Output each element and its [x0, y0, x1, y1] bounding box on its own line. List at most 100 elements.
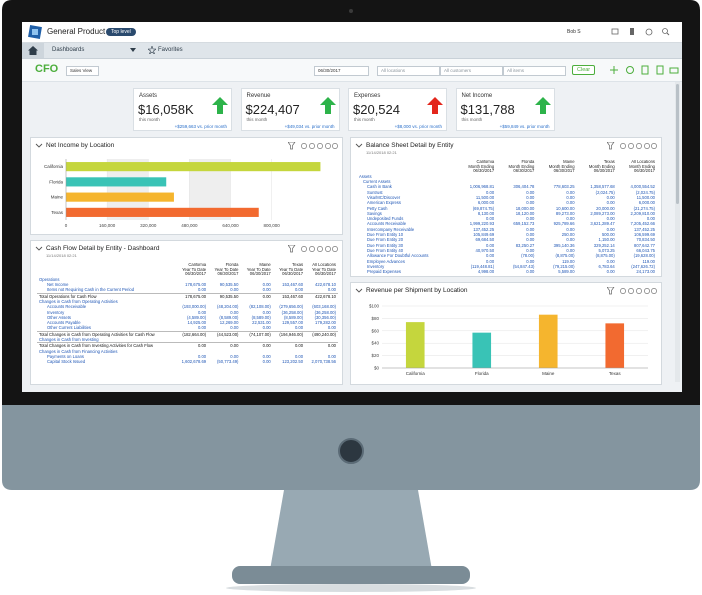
kpi-label: Revenue: [246, 93, 271, 99]
panel: Balance Sheet Detail by Entity 11/14/2018…: [350, 137, 662, 277]
row-label[interactable]: Accounts Receivable: [47, 304, 87, 310]
cell: 69,684.50: [475, 237, 495, 243]
cell: 178,675.00: [185, 282, 207, 288]
row-label[interactable]: Changes in Cash from Operating Activitie…: [39, 298, 118, 304]
filter[interactable]: All items: [503, 66, 566, 76]
kpi-period: this month: [246, 117, 268, 122]
logo: [28, 25, 42, 39]
row-label[interactable]: Prepaid Expenses: [367, 269, 401, 275]
row-label[interactable]: Due From Entity 10: [367, 232, 404, 238]
row-label[interactable]: Current Assets: [363, 179, 391, 185]
cell: 0.00: [566, 247, 575, 253]
cell: 0.00: [486, 216, 495, 222]
collapse-toggle[interactable]: [35, 142, 43, 150]
user-name[interactable]: Bob S: [567, 29, 581, 35]
row-label[interactable]: Savings: [367, 210, 382, 216]
row-label[interactable]: Other Current Liabilities: [47, 325, 91, 331]
level-selector[interactable]: Top level: [106, 28, 136, 36]
favorites-menu[interactable]: Favorites: [158, 47, 183, 53]
bar: [405, 322, 425, 368]
row-label[interactable]: Due From Entity 30: [367, 242, 404, 248]
column-header: Florida: [225, 263, 239, 267]
y-tick-label: Florida: [49, 179, 63, 184]
table-row: Inventory 0.00 0.00 0.00 (36,258.00) (36,258.…: [37, 310, 338, 315]
column-header: Year To Date: [214, 266, 239, 272]
row-label[interactable]: Undeposited Funds: [367, 216, 404, 222]
filter[interactable]: All customers: [440, 66, 503, 76]
row-label[interactable]: Suntrust: [367, 189, 383, 195]
row-label[interactable]: Net Income: [47, 282, 69, 288]
cell: 0.00: [606, 194, 615, 200]
table-row: Other Current Liabilities 0.00 0.00 0.00 0.0…: [37, 325, 338, 331]
table-row: Due From Entity 30 0.00 83,250.27 395,140.3…: [357, 243, 657, 248]
cell: 0.00: [486, 242, 495, 248]
row-label[interactable]: Due From Entity 20: [367, 237, 404, 243]
column-header: Month Ending: [508, 163, 535, 169]
y-tick-label: $40: [371, 341, 379, 346]
cell: 6,783.64: [598, 263, 615, 269]
cell: 395,140.36: [553, 242, 575, 248]
row-label[interactable]: Other Assets: [47, 314, 71, 320]
x-tick-label: Maine: [542, 371, 555, 376]
row-label[interactable]: Capital Stock Issued: [47, 359, 86, 365]
collapse-toggle[interactable]: [355, 142, 363, 150]
kpi-period: this month: [461, 117, 483, 122]
row-label[interactable]: Changes in Cash from Investing: [39, 337, 99, 343]
clear-button[interactable]: Clear: [572, 65, 596, 75]
filter[interactable]: All locations: [377, 66, 440, 76]
action-icon: [301, 246, 307, 252]
row-label[interactable]: Accounts Payable: [47, 320, 81, 326]
panel-title: Cash Flow Detail by Entity - Dashboard: [46, 245, 160, 252]
view-selector[interactable]: Sales View: [66, 66, 99, 76]
table-row: Intercompany Receivable 137,452.25 0.00 0.0…: [357, 227, 657, 232]
panel: Cash Flow Detail by Entity - Dashboard 11…: [30, 240, 343, 385]
row-label[interactable]: Items not Requiring Cash in the Current …: [47, 287, 135, 293]
filter-icon: [607, 287, 615, 295]
cell: 0.00: [240, 342, 273, 349]
row-label[interactable]: Assets: [359, 173, 372, 179]
row-label[interactable]: Payments on Loans: [47, 353, 85, 359]
cell: (119,448.81): [470, 263, 495, 269]
kpi-change: +$259,663 vs. prior month: [174, 124, 227, 129]
row-label[interactable]: Inventory: [367, 263, 385, 269]
cell: 18,000.00: [515, 205, 535, 211]
action-icon: [309, 246, 315, 252]
collapse-toggle[interactable]: [355, 287, 363, 295]
cell: (69,874.75): [472, 205, 495, 211]
row-label[interactable]: Accounts Receivable: [367, 221, 407, 227]
cell: (2,024.75): [635, 189, 655, 195]
cell: 70,834.50: [636, 237, 655, 243]
table-row: Total Changes in Cash from Operating Act…: [37, 330, 338, 338]
date-selector[interactable]: 06/30/2017: [314, 66, 369, 76]
row-label[interactable]: Due From Entity 40: [367, 247, 404, 253]
row-label[interactable]: Intercompany Receivable: [367, 226, 415, 232]
cell: 0.00: [208, 342, 241, 349]
chart: 0 160,000 320,000 480,000 640,000 800,000 Cali…: [44, 159, 321, 228]
row-label[interactable]: Allowance For Doubtful Accounts: [367, 253, 429, 259]
cell: 0.00: [606, 216, 615, 222]
cell: 6,000.00: [638, 200, 655, 206]
table-head: California Florida Maine Texas All Locations…: [37, 263, 338, 277]
cell: 0.00: [566, 200, 575, 206]
row-label[interactable]: Operations: [39, 276, 60, 282]
column-header: Year To Date: [279, 266, 304, 272]
cell: 89,273.00: [555, 210, 575, 216]
bar: [66, 207, 259, 217]
row-label[interactable]: Petty Cash: [367, 205, 388, 211]
cell: (19,628.00): [633, 253, 655, 259]
collapse-toggle[interactable]: [35, 245, 43, 253]
cell: 137,452.25: [634, 226, 655, 232]
row-label[interactable]: Inventory: [47, 309, 65, 315]
row-label[interactable]: Employee Advances: [367, 258, 405, 264]
dashboards-menu[interactable]: Dashboards: [52, 47, 85, 53]
row-label[interactable]: Changes in Cash from Financing Activitie…: [39, 348, 118, 354]
row-label[interactable]: Visa/MC/Discover: [367, 194, 401, 200]
cell: 6,000.00: [477, 200, 495, 206]
home-button[interactable]: [22, 43, 44, 58]
row-label[interactable]: American Express: [367, 200, 401, 206]
trend-arrow: [212, 97, 228, 114]
row-label[interactable]: Cash in Bank: [367, 184, 392, 190]
scrollbar[interactable]: [675, 82, 680, 382]
bar: [605, 323, 625, 368]
cell: 153,467.60: [272, 292, 306, 299]
